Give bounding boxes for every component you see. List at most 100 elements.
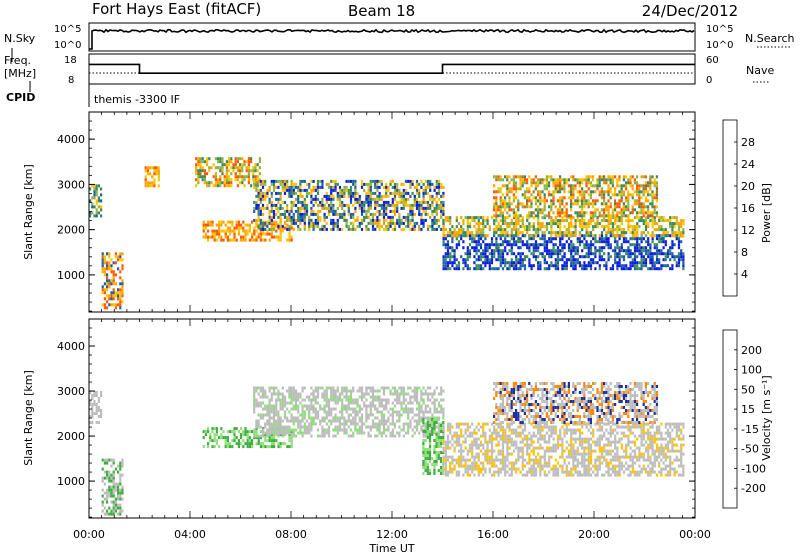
- power-echo-cell: [583, 234, 586, 238]
- power-echo-cell: [482, 255, 485, 259]
- power-echo-cell: [680, 231, 683, 235]
- velocity-echo-cell: [398, 410, 401, 414]
- power-echo-cell: [605, 205, 608, 209]
- power-echo-cell: [625, 187, 628, 191]
- velocity-echo-cell: [433, 398, 436, 402]
- velocity-echo-cell: [284, 442, 287, 446]
- velocity-echo-cell: [442, 410, 445, 414]
- velocity-echo-cell: [121, 473, 124, 477]
- power-echo-cell: [305, 194, 309, 198]
- power-echo-cell: [660, 249, 663, 253]
- power-echo-cell: [367, 185, 370, 189]
- velocity-echo-cell: [312, 416, 315, 420]
- power-echo-cell: [482, 249, 485, 253]
- velocity-echo-cell: [283, 416, 287, 420]
- power-echo-cell: [574, 228, 577, 232]
- power-echo-cell: [431, 227, 434, 231]
- power-echo-cell: [501, 222, 505, 226]
- power-echo-cell: [570, 199, 573, 203]
- velocity-echo-cell: [237, 439, 240, 443]
- power-echo-cell: [554, 187, 557, 191]
- power-echo-cell: [341, 200, 344, 204]
- power-echo-cell: [517, 202, 520, 206]
- velocity-echo-cell: [457, 440, 461, 444]
- power-echo-cell: [662, 216, 665, 220]
- power-echo-cell: [442, 234, 445, 238]
- power-echo-cell: [451, 249, 454, 253]
- velocity-echo-cell: [411, 395, 414, 399]
- velocity-echo-cell: [376, 395, 379, 399]
- power-echo-cell: [374, 179, 377, 183]
- power-echo-cell: [376, 182, 379, 186]
- power-echo-cell: [614, 222, 617, 226]
- velocity-echo-cell: [437, 401, 441, 405]
- power-echo-cell: [195, 184, 198, 188]
- power-echo-cell: [631, 187, 634, 191]
- velocity-echo-cell: [323, 410, 326, 414]
- power-echo-cell: [528, 214, 531, 218]
- velocity-echo-cell: [119, 476, 122, 480]
- power-echo-cell: [528, 216, 531, 220]
- power-echo-cell: [108, 294, 111, 298]
- power-echo-cell: [259, 200, 262, 204]
- velocity-echo-cell: [283, 425, 287, 429]
- velocity-echo-cell: [336, 398, 339, 402]
- power-echo-cell: [497, 190, 500, 194]
- power-echo-cell: [605, 234, 608, 238]
- velocity-echo-cell: [259, 389, 262, 393]
- velocity-echo-cell: [336, 416, 339, 420]
- velocity-echo-cell: [101, 467, 104, 471]
- power-echo-cell: [413, 227, 416, 231]
- power-echo-cell: [563, 196, 566, 200]
- velocity-echo-cell: [112, 512, 115, 516]
- velocity-echo-cell: [253, 404, 256, 408]
- power-echo-cell: [563, 252, 566, 256]
- power-echo-cell: [488, 252, 491, 256]
- power-echo-cell: [325, 221, 328, 225]
- power-echo-cell: [482, 216, 485, 220]
- power-echo-cell: [554, 234, 557, 238]
- power-echo-cell: [308, 221, 311, 225]
- power-echo-cell: [627, 246, 630, 250]
- power-echo-cell: [391, 185, 394, 189]
- velocity-echo-cell: [396, 389, 399, 393]
- power-echo-cell: [609, 216, 612, 220]
- power-echo-cell: [510, 190, 513, 194]
- power-echo-cell: [95, 190, 98, 194]
- power-echo-cell: [510, 231, 513, 235]
- power-echo-cell: [519, 252, 522, 256]
- power-echo-cell: [341, 206, 344, 210]
- power-echo-cell: [409, 194, 412, 198]
- power-echo-cell: [365, 212, 368, 216]
- velocity-echo-cell: [272, 413, 276, 417]
- power-echo-cell: [363, 218, 366, 222]
- power-echo-cell: [413, 203, 416, 207]
- velocity-echo-cell: [259, 386, 262, 390]
- power-echo-cell: [103, 282, 106, 286]
- velocity-echo-cell: [110, 509, 113, 513]
- power-echo-cell: [561, 255, 564, 259]
- velocity-echo-cell: [446, 428, 450, 432]
- power-echo-cell: [649, 184, 652, 188]
- power-echo-cell: [521, 216, 524, 220]
- velocity-echo-cell: [242, 433, 245, 437]
- power-echo-cell: [195, 172, 198, 176]
- power-echo-cell: [244, 223, 247, 227]
- power-echo-cell: [653, 193, 656, 197]
- velocity-echo-cell: [264, 436, 267, 440]
- power-echo-cell: [230, 157, 233, 161]
- velocity-echo-cell: [262, 430, 265, 434]
- power-echo-cell: [316, 218, 320, 222]
- power-echo-cell: [680, 255, 683, 259]
- power-echo-cell: [495, 258, 498, 262]
- power-echo-cell: [479, 252, 483, 256]
- velocity-echo-cell: [246, 433, 249, 437]
- power-echo-cell: [444, 261, 447, 265]
- power-echo-cell: [332, 188, 335, 192]
- power-echo-cell: [468, 234, 472, 238]
- velocity-echo-cell: [202, 436, 205, 440]
- velocity-echo-cell: [215, 442, 218, 446]
- power-echo-cell: [321, 203, 324, 207]
- velocity-echo-cell: [365, 404, 368, 408]
- power-echo-cell: [256, 184, 259, 188]
